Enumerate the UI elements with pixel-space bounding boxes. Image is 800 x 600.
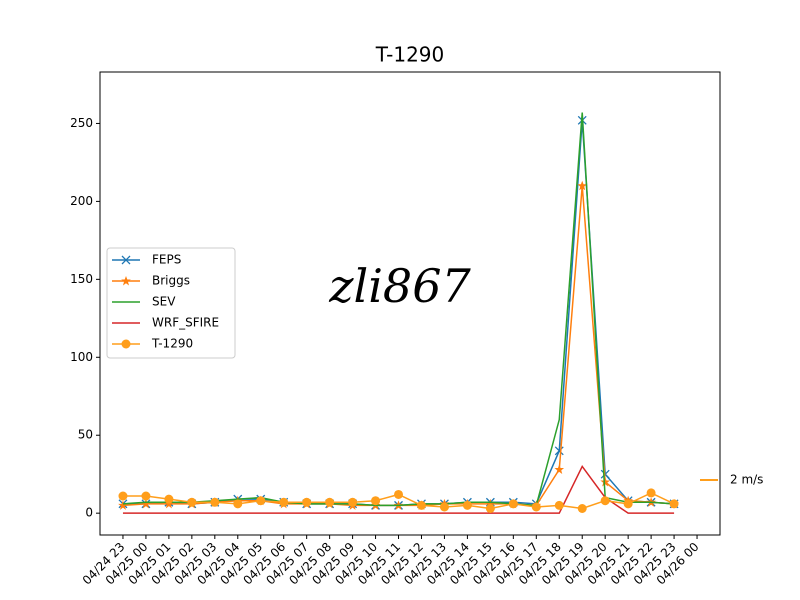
marker — [394, 489, 404, 499]
marker — [600, 496, 610, 506]
legend-box — [106, 247, 236, 359]
series — [118, 488, 679, 513]
y-tick-label: 50 — [78, 428, 93, 442]
y-tick-label: 100 — [70, 350, 93, 364]
marker — [302, 497, 312, 507]
marker — [210, 497, 220, 507]
marker — [439, 502, 449, 512]
marker — [600, 476, 610, 487]
marker — [348, 497, 358, 507]
marker — [164, 494, 174, 504]
marker — [233, 499, 243, 509]
legend-label: FEPS — [152, 253, 181, 267]
marker — [416, 500, 426, 510]
marker — [141, 498, 151, 509]
marker — [623, 499, 633, 509]
legend-label: SEV — [152, 295, 176, 309]
marker — [371, 496, 381, 506]
marker — [554, 446, 564, 456]
quiver-key-label: 2 m/s — [730, 473, 763, 487]
y-tick-label: 250 — [70, 116, 93, 130]
marker — [256, 496, 266, 506]
y-tick-label: 0 — [85, 506, 93, 520]
series — [122, 464, 675, 514]
marker — [669, 499, 679, 509]
series-line — [122, 464, 675, 514]
marker — [531, 502, 541, 512]
watermark: zli867 — [328, 259, 471, 313]
marker — [118, 500, 128, 510]
legend-marker — [121, 255, 131, 265]
legend-label: T-1290 — [151, 337, 193, 351]
marker — [141, 491, 151, 501]
marker — [462, 500, 472, 510]
y-tick-label: 150 — [70, 272, 93, 286]
marker — [554, 464, 565, 475]
marker — [118, 491, 128, 501]
marker — [554, 500, 564, 510]
legend-marker — [121, 339, 131, 349]
marker — [187, 497, 197, 507]
marker — [279, 497, 289, 507]
y-tick-label: 200 — [70, 194, 93, 208]
marker — [325, 497, 335, 507]
legend-marker — [121, 276, 131, 286]
marker — [577, 503, 587, 513]
marker — [485, 503, 495, 513]
legend-label: Briggs — [152, 274, 190, 288]
marker — [646, 488, 656, 498]
marker — [485, 498, 496, 509]
legend-label: WRF_SFIRE — [152, 316, 219, 330]
chart-title: T-1290 — [375, 43, 445, 67]
marker — [508, 499, 518, 509]
axes-frame — [99, 71, 721, 536]
marker — [577, 180, 588, 191]
